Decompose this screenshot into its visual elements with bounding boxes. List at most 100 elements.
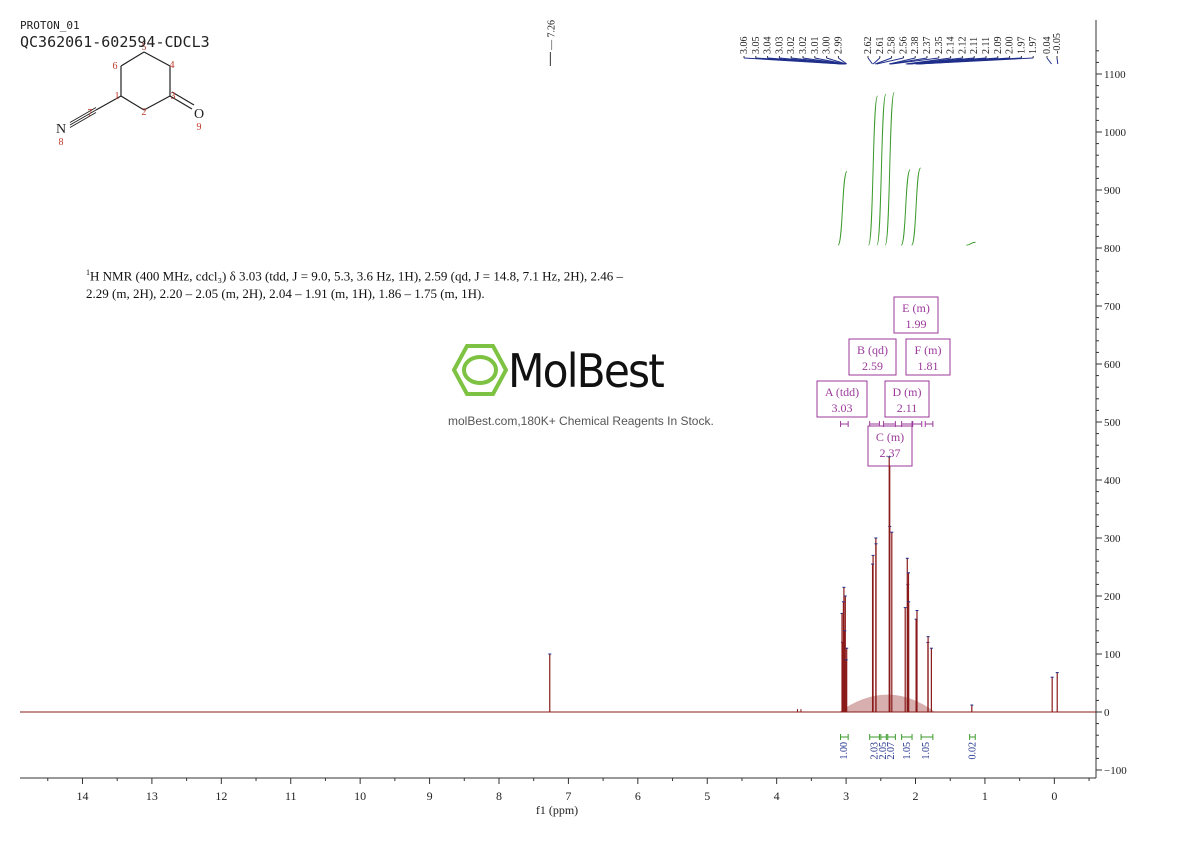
peak-label: 3.04 [763, 37, 774, 55]
multiplet-box [816, 380, 868, 418]
benzene-logo-icon [452, 344, 508, 396]
multiplet-type: E (m) [902, 301, 930, 315]
triple-bond [69, 107, 97, 123]
x-tick-label: 4 [774, 789, 780, 803]
y-tick-label: 400 [1104, 475, 1121, 487]
peak-label: 2.11 [981, 37, 992, 54]
experiment-name: PROTON_01 [20, 19, 80, 32]
integral-label: 1.05 [921, 742, 932, 760]
multiplet-shift: 2.11 [897, 401, 918, 415]
atom-number: 9 [197, 122, 202, 133]
multiplet-shift: 1.99 [906, 317, 927, 331]
integral-label: 2.07 [886, 742, 897, 760]
multiplet-box [893, 296, 939, 334]
integral-curve [837, 170, 848, 246]
x-tick-label: 9 [427, 789, 433, 803]
peak-leader-fan [876, 57, 904, 65]
multiplet-type: A (tdd) [825, 385, 859, 399]
peak-label: 1.97 [1016, 37, 1027, 55]
integral-curves [837, 92, 976, 246]
integral-curve [966, 241, 976, 246]
atom-number: 2 [142, 107, 147, 118]
atom-number: 8 [59, 137, 64, 148]
multiplet-shift: 3.03 [832, 401, 853, 415]
x-axis: 14 13 12 11 10 9 8 7 6 5 4 3 2 1 0 [47, 778, 1090, 803]
multiplet-shift: 2.59 [862, 359, 883, 373]
y-tick-label: 1000 [1104, 127, 1127, 139]
integral-label: 1.05 [902, 742, 913, 760]
multiplet-box [867, 425, 913, 467]
peak-leader-fan [826, 57, 847, 65]
spectrum-envelope [839, 694, 935, 712]
multiplet-boxes: A (tdd) 3.03 B (qd) 2.59 C (m) 2.37 D (m) 2.11 E… [816, 296, 951, 712]
peak-label: 3.03 [774, 37, 785, 55]
x-tick-label: 2 [913, 789, 919, 803]
x-tick-label: 11 [285, 789, 297, 803]
bond [95, 95, 122, 111]
x-tick-label: 7 [565, 789, 571, 803]
multiplet-box [905, 338, 951, 376]
watermark-tagline: molBest.com,180K+ Chemical Reagents In S… [448, 414, 714, 428]
peak-leader-fan [872, 57, 881, 65]
peak-label: 2.62 [863, 37, 874, 55]
peak-label: 2.99 [833, 37, 844, 55]
y-tick-label: 300 [1104, 533, 1121, 545]
peak-leader-fan [1046, 57, 1052, 65]
chemical-structure: 6 5 4 1 2 3 7 N8 O9 [56, 42, 204, 148]
atom-number: 5 [142, 42, 147, 53]
peak-label: 3.06 [739, 37, 750, 55]
x-tick-label: 12 [215, 789, 227, 803]
integral-curve [876, 93, 887, 246]
triple-bond [69, 112, 97, 128]
multiplet-shift: 2.37 [880, 446, 901, 460]
y-tick-label: −100 [1104, 765, 1127, 777]
peak-leader-fan [1056, 57, 1059, 65]
x-tick-label: 8 [496, 789, 502, 803]
peak-label: 2.09 [993, 37, 1004, 55]
peak-label: 1.97 [1028, 37, 1039, 55]
x-tick-label: 10 [354, 789, 366, 803]
peak-label: 0.04 [1042, 37, 1053, 55]
bond [120, 95, 145, 111]
atom-number: 4 [170, 60, 175, 71]
x-tick-label: 13 [146, 789, 158, 803]
atom-symbol: O [194, 107, 204, 122]
spectrum-trace [20, 456, 1096, 713]
atom-number: 6 [113, 61, 118, 72]
peak-leader-fan [867, 57, 873, 65]
integral-label: 1.00 [839, 742, 850, 760]
integral-curve [884, 92, 895, 246]
x-tick-label: 6 [635, 789, 641, 803]
x-tick-label: 14 [76, 789, 88, 803]
atom-symbol: N [56, 122, 66, 137]
atom-number: 7 [88, 108, 93, 119]
bond [143, 95, 171, 111]
integral-label: 2.03 [870, 742, 881, 760]
sample-name: QC362061-602594-CDCL3 [20, 33, 210, 51]
atom-number: 1 [115, 91, 120, 102]
watermark-brand: MolBest [508, 344, 665, 398]
peak-leader-fan [814, 57, 846, 65]
peak-label: 2.11 [969, 37, 980, 54]
multiplet-type: C (m) [876, 430, 904, 444]
peak-label: 3.02 [786, 37, 797, 55]
multiplet-type: B (qd) [857, 343, 888, 357]
integral-label: 0.02 [967, 742, 978, 760]
integral-curve [911, 167, 922, 246]
double-bond [171, 91, 195, 106]
y-tick-label: 0 [1104, 707, 1110, 719]
integral-label: 2.05 [878, 742, 889, 760]
peak-label: 2.00 [1005, 37, 1016, 55]
peak-label-leaders [549, 52, 1059, 66]
x-axis-label: f1 (ppm) [536, 803, 578, 817]
nucleus-superscript: 1 [86, 268, 90, 277]
peak-label: -0.05 [1052, 33, 1063, 54]
x-tick-label: 5 [704, 789, 710, 803]
x-tick-label: 1 [982, 789, 988, 803]
peak-label: 2.38 [910, 37, 921, 55]
bond [120, 51, 145, 67]
peak-label: 2.14 [946, 37, 957, 55]
bond [143, 51, 171, 67]
multiplet-type: F (m) [915, 343, 942, 357]
